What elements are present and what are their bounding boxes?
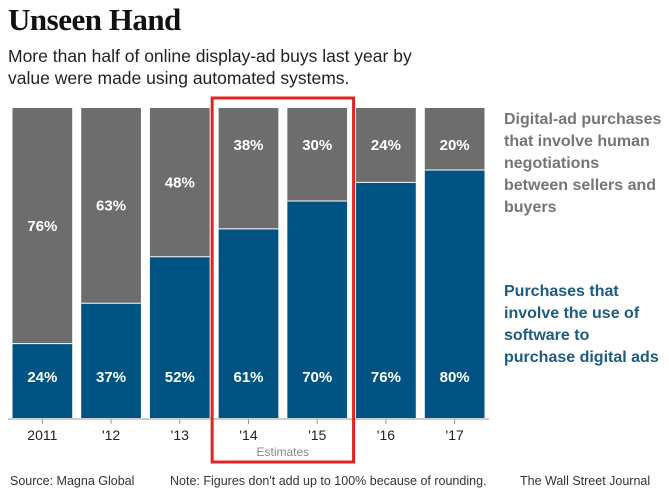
bar-human-0 <box>12 108 73 344</box>
estimates-label: Estimates <box>257 445 310 459</box>
bar-software-4 <box>287 201 348 418</box>
legend-software-purchases: Purchases that involve the use of softwa… <box>504 283 659 366</box>
x-tick-label-0: 2011 <box>27 427 57 443</box>
label-software-3: 61% <box>233 369 263 386</box>
label-human-5: 24% <box>371 137 401 154</box>
x-tick-label-3: '14 <box>239 427 257 443</box>
x-tick-label-1: '12 <box>102 427 120 443</box>
label-software-2: 52% <box>165 369 195 386</box>
bar-software-1 <box>81 303 141 418</box>
bar-software-0 <box>12 343 73 418</box>
bar-human-6 <box>424 108 485 170</box>
label-human-0: 76% <box>27 218 57 235</box>
label-software-1: 37% <box>96 369 126 386</box>
label-software-6: 80% <box>440 369 470 386</box>
x-tick-label-4: '15 <box>308 427 326 443</box>
publisher-credit: The Wall Street Journal <box>520 474 651 488</box>
bar-human-5 <box>356 108 416 183</box>
x-tick-label-2: '13 <box>171 427 189 443</box>
label-human-1: 63% <box>96 198 126 215</box>
bar-human-2 <box>149 108 210 257</box>
bar-software-3 <box>218 228 279 418</box>
label-human-6: 20% <box>440 137 470 154</box>
bar-software-2 <box>149 256 210 418</box>
chart-subtitle: More than half of online display-ad buys… <box>8 46 412 88</box>
source-note: Source: Magna Global <box>10 474 135 488</box>
label-software-0: 24% <box>27 369 57 386</box>
chart-title: Unseen Hand <box>8 2 181 37</box>
bar-software-6 <box>424 170 485 418</box>
x-tick-label-5: '16 <box>377 427 395 443</box>
rounding-note: Note: Figures don't add up to 100% becau… <box>170 474 487 488</box>
label-human-3: 38% <box>233 137 263 154</box>
label-human-4: 30% <box>302 137 332 154</box>
estimates-highlight-box <box>210 96 356 464</box>
label-human-2: 48% <box>165 174 195 191</box>
legend-human-negotiations: Digital-ad purchases that involve human … <box>504 111 662 216</box>
label-software-4: 70% <box>302 369 332 386</box>
bar-human-3 <box>218 108 279 229</box>
bar-human-4 <box>287 108 348 201</box>
label-software-5: 76% <box>371 369 401 386</box>
x-tick-label-6: '17 <box>446 427 464 443</box>
bar-software-5 <box>356 182 416 418</box>
bar-human-1 <box>81 108 141 304</box>
